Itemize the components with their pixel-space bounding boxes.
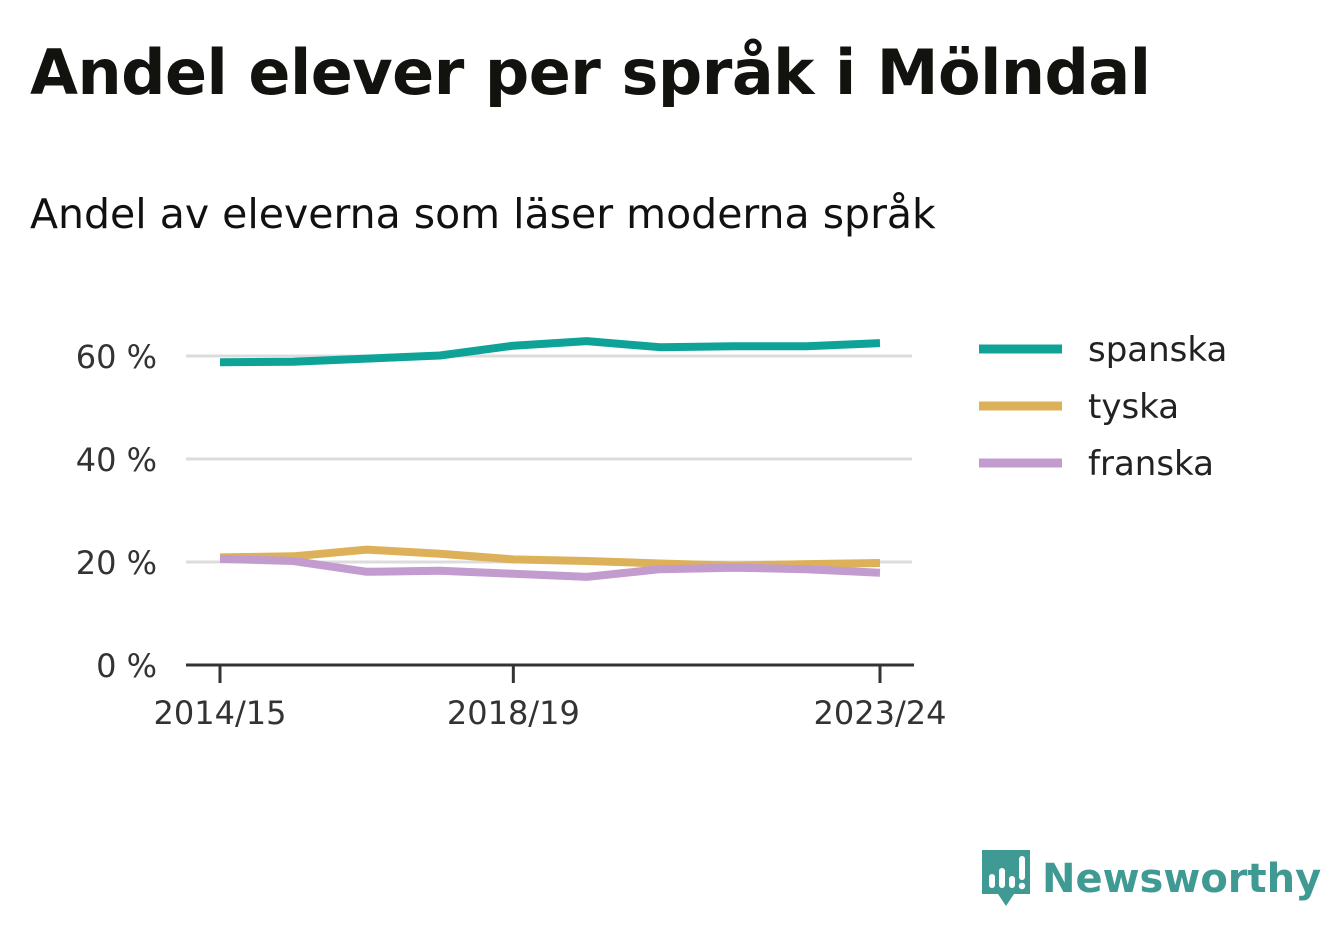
x-tick-label: 2014/15 (154, 694, 287, 732)
x-tick-label: 2023/24 (814, 694, 947, 732)
chart-subtitle: Andel av eleverna som läser moderna språ… (30, 190, 936, 238)
x-axis (186, 663, 914, 683)
series-lines (219, 337, 881, 581)
series-line-franska (219, 554, 881, 581)
chart-title: Andel elever per språk i Mölndal (30, 36, 1151, 109)
legend-label-tyska: tyska (1088, 387, 1179, 427)
x-tick-label: 2018/19 (447, 694, 580, 732)
legend-label-franska: franska (1088, 444, 1214, 484)
y-axis-tick-labels: 0 % 20 % 40 % 60 % (76, 338, 157, 685)
bar-chart-speech-bubble-icon (982, 850, 1030, 906)
y-tick-label: 0 % (96, 647, 157, 685)
y-tick-label: 60 % (76, 338, 157, 376)
gridlines (186, 354, 912, 564)
legend-label-spanska: spanska (1088, 330, 1227, 370)
newsworthy-logo: Newsworthy (980, 848, 1321, 910)
legend: spanska tyska franska (979, 330, 1227, 484)
y-tick-label: 20 % (76, 544, 157, 582)
series-line-spanska (219, 337, 881, 367)
y-tick-label: 40 % (76, 441, 157, 479)
x-axis-tick-labels: 2014/15 2018/19 2023/24 (154, 694, 947, 732)
brand-name: Newsworthy (1042, 856, 1322, 902)
